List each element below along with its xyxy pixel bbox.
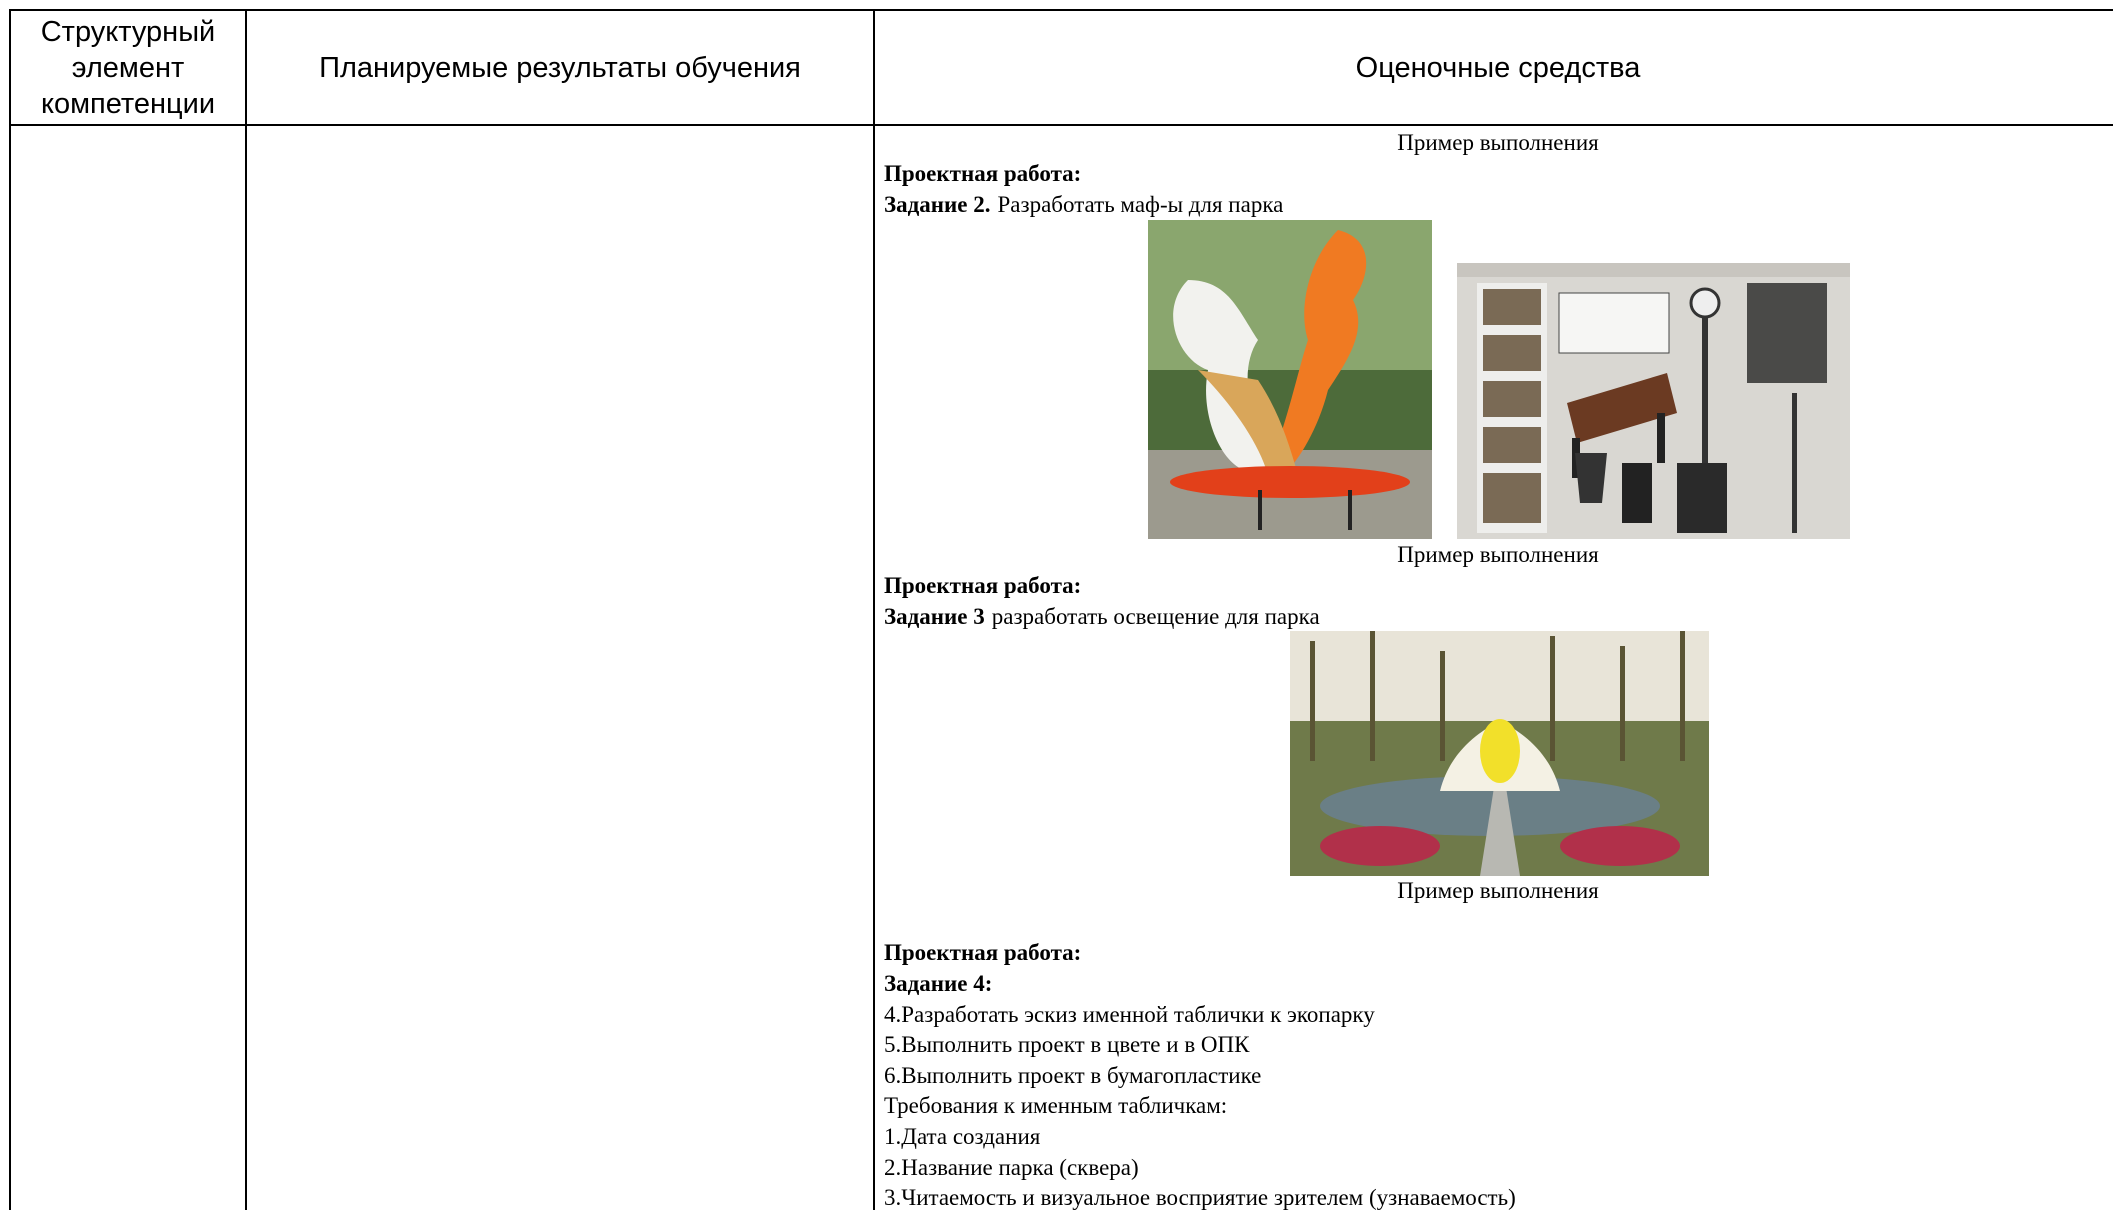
text: 5.Выполнить проект в цвете и в ОПК bbox=[884, 1032, 1250, 1057]
bold-label: Задание 3 bbox=[884, 604, 985, 629]
bold-label: Проектная работа: bbox=[884, 161, 1082, 186]
text-line: Проектная работа: bbox=[884, 571, 1088, 601]
text: 2.Название парка (сквера) bbox=[884, 1155, 1139, 1180]
photo-furniture-board bbox=[1457, 263, 1850, 539]
text-line: Проектная работа: bbox=[884, 159, 1088, 189]
text-line: 3.Читаемость и визуальное восприятие зри… bbox=[884, 1183, 1516, 1210]
text-line: Требования к именным табличкам: bbox=[884, 1091, 1227, 1121]
text: Разработать маф-ы для парка bbox=[997, 192, 1284, 217]
text-line: 4.Разработать эскиз именной таблички к э… bbox=[884, 1000, 1375, 1030]
text: разработать освещение для парка bbox=[991, 604, 1320, 629]
photo-lighting-render bbox=[1290, 631, 1709, 876]
text-line: Задание 2. Разработать маф-ы для парка bbox=[884, 190, 1283, 220]
text-line: Проектная работа: bbox=[884, 938, 1088, 968]
header-cell: Оценочные средства bbox=[1355, 52, 1641, 84]
text: Требования к именным табличкам: bbox=[884, 1093, 1228, 1118]
caption: Пример выполнения bbox=[1397, 130, 1599, 155]
bold-label: Проектная работа: bbox=[884, 940, 1082, 965]
border bbox=[873, 9, 875, 1210]
border bbox=[9, 9, 11, 1210]
border bbox=[9, 9, 2113, 11]
text-line: 6.Выполнить проект в бумагопластике bbox=[884, 1061, 1261, 1091]
bold-label: Проектная работа: bbox=[884, 573, 1082, 598]
bold-label: Задание 4: bbox=[884, 971, 993, 996]
header-cell: Структурный элемент компетенции bbox=[40, 16, 216, 120]
header-cell: Планируемые результаты обучения bbox=[319, 52, 801, 84]
text: 1.Дата создания bbox=[884, 1124, 1041, 1149]
text: 4.Разработать эскиз именной таблички к э… bbox=[884, 1002, 1375, 1027]
border bbox=[245, 9, 247, 1210]
text-line: 2.Название парка (сквера) bbox=[884, 1153, 1139, 1183]
text-line: Задание 4: bbox=[884, 969, 999, 999]
photo-sculpture-bench bbox=[1148, 220, 1432, 539]
text: 3.Читаемость и визуальное восприятие зри… bbox=[884, 1185, 1516, 1210]
caption: Пример выполнения bbox=[1397, 542, 1599, 567]
border bbox=[9, 124, 2113, 126]
text-line: 5.Выполнить проект в цвете и в ОПК bbox=[884, 1030, 1250, 1060]
text: 6.Выполнить проект в бумагопластике bbox=[884, 1063, 1262, 1088]
caption: Пример выполнения bbox=[1397, 878, 1599, 903]
bold-label: Задание 2. bbox=[884, 192, 991, 217]
text-line: Задание 3 разработать освещение для парка bbox=[884, 602, 1320, 632]
text-line: 1.Дата создания bbox=[884, 1122, 1040, 1152]
